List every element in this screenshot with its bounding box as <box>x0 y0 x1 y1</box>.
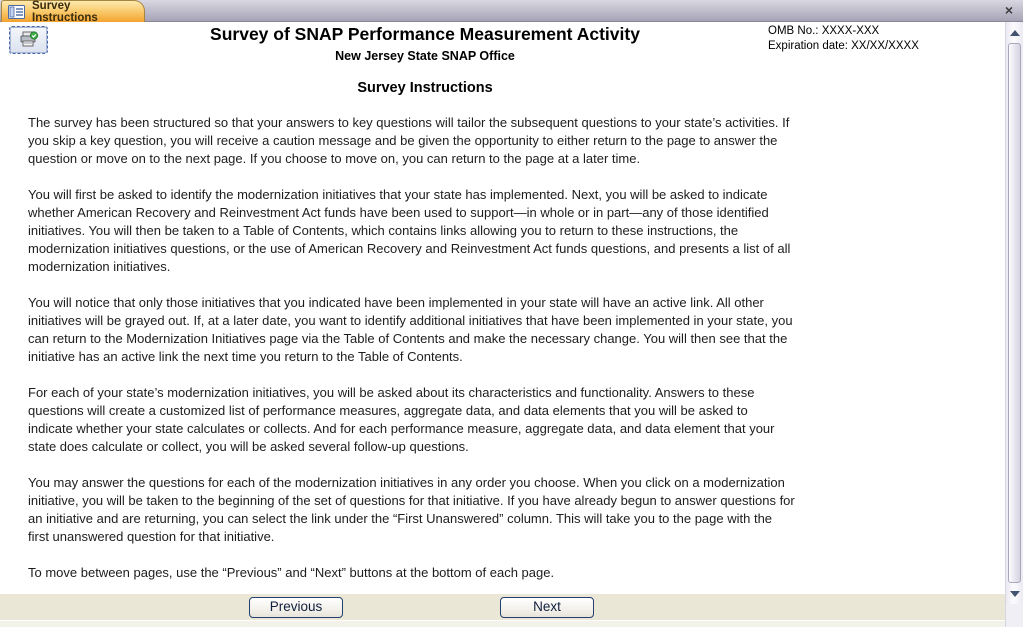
scrollbar-tail <box>1005 604 1023 627</box>
scrollbar-thumb[interactable] <box>1008 43 1021 583</box>
footer-bar: Previous Next <box>0 594 1005 620</box>
scroll-up-button[interactable] <box>1007 24 1023 41</box>
paragraph: You may answer the questions for each of… <box>28 475 795 544</box>
tab-label: Survey Instructions <box>32 0 98 24</box>
close-icon[interactable]: × <box>1004 2 1014 18</box>
paragraph-clipped: To move between pages, use the “Previous… <box>28 565 555 580</box>
paragraph: You will notice that only those initiati… <box>28 295 793 364</box>
page-title: Survey of SNAP Performance Measurement A… <box>210 24 640 44</box>
paragraph: For each of your state’s modernization i… <box>28 385 775 454</box>
omb-no-label: OMB No.: <box>768 25 822 37</box>
page-subtitle: New Jersey State SNAP Office <box>335 49 515 63</box>
next-button[interactable]: Next <box>500 597 594 618</box>
scroll-up-icon <box>1010 29 1020 36</box>
tab-strip: Survey Instructions × <box>0 0 1023 24</box>
previous-button[interactable]: Previous <box>249 597 343 618</box>
printer-icon <box>20 31 38 47</box>
expiration-value: XX/XX/XXXX <box>851 40 919 52</box>
form-icon <box>8 4 25 19</box>
section-heading: Survey Instructions <box>357 80 493 96</box>
omb-block: OMB No.: XXXX-XXX Expiration date: XX/XX… <box>768 24 988 54</box>
vertical-scrollbar[interactable] <box>1005 22 1023 604</box>
form-header: Survey of SNAP Performance Measurement A… <box>55 24 795 63</box>
scroll-down-button[interactable] <box>1007 585 1023 602</box>
paragraph: You will first be asked to identify the … <box>28 187 791 274</box>
status-strip <box>0 620 1023 627</box>
expiration-label: Expiration date: <box>768 40 852 52</box>
print-button[interactable] <box>9 26 48 54</box>
instructions-text: The survey has been structured so that y… <box>28 114 795 582</box>
tab-survey-instructions[interactable]: Survey Instructions <box>1 0 145 24</box>
paragraph: The survey has been structured so that y… <box>28 115 790 166</box>
form-body: Survey of SNAP Performance Measurement A… <box>0 22 1005 594</box>
scroll-down-icon <box>1010 590 1020 597</box>
omb-no-value: XXXX-XXX <box>821 25 880 37</box>
